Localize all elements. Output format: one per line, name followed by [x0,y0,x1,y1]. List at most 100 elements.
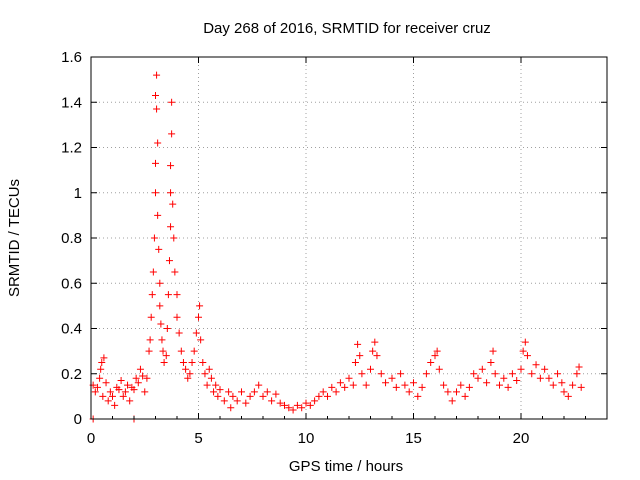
data-point [157,320,165,328]
data-point [319,388,327,396]
data-point [259,392,267,400]
data-point [168,130,176,138]
data-point [220,397,228,405]
data-point [130,386,138,394]
data-point [528,370,536,378]
data-point [427,358,435,366]
data-point [517,365,525,373]
data-point [541,365,549,373]
ticks [90,56,607,420]
data-point [173,291,181,299]
data-point [173,313,181,321]
data-point [377,370,385,378]
tick-labels: 0 0.2 0.4 0.6 0.8 1 1.2 1.4 1.6 0 5 10 15 20 [61,49,529,447]
data-point [141,388,149,396]
data-point [132,374,140,382]
data-point [100,354,108,362]
data-point [146,336,154,344]
data-point [167,189,175,197]
y-tick-label: 1.4 [61,94,82,111]
data-point [336,379,344,387]
data-point [289,406,297,414]
data-point [315,392,323,400]
data-point [199,358,207,366]
data-point [134,379,142,387]
data-point [575,363,583,371]
x-tick-label: 10 [298,430,315,447]
data-point [392,383,400,391]
y-tick-label: 1.6 [61,49,82,66]
data-point [356,352,364,360]
data-point [167,223,175,231]
data-point [186,370,194,378]
x-tick-label: 20 [513,430,530,447]
data-point [521,338,529,346]
data-point [242,399,250,407]
data-point [487,358,495,366]
data-point [149,268,157,276]
data-point [474,374,482,382]
data-point [410,379,417,387]
data-point [109,392,116,400]
data-point [117,377,125,385]
data-point [418,383,426,391]
data-point [293,401,301,409]
data-point [136,365,144,373]
data-point [491,370,499,378]
data-point [306,401,314,409]
data-point [153,71,161,79]
data-point [263,388,271,396]
data-point [560,388,568,396]
data-point [465,383,473,391]
data-point [440,381,448,389]
data-point [175,329,183,337]
data-point [99,392,107,400]
data-point [573,370,581,378]
data-point [126,397,134,405]
data-point [225,388,233,396]
data-point [496,381,503,389]
data-point [111,401,119,409]
y-tick-label: 0 [74,411,82,428]
data-point [569,381,577,389]
data-point [388,374,396,382]
data-point [324,392,331,400]
data-point [564,392,572,400]
data-point [246,392,254,400]
data-point [373,352,381,360]
data-point [179,358,187,366]
y-tick-label: 0.8 [61,230,82,247]
data-point [401,381,409,389]
x-tick-label: 15 [405,430,422,447]
data-point [369,347,377,355]
data-point [536,374,544,382]
data-point [405,388,413,396]
data-point [177,347,185,355]
data-point [341,383,349,391]
data-point [461,392,469,400]
data-point [358,370,366,378]
data-point [143,374,151,382]
data-point [354,340,362,348]
data-point [351,358,359,366]
chart-title: Day 268 of 2016, SRMTID for receiver cru… [203,20,491,37]
data-point [508,370,516,378]
data-point [119,392,127,400]
data-point [154,211,162,219]
y-tick-label: 1.2 [61,140,82,157]
data-point [147,313,155,321]
data-point [203,381,211,389]
data-point [281,401,288,409]
data-point [489,347,497,355]
data-point [196,302,204,310]
data-point [216,386,224,394]
data-point [349,381,357,389]
x-axis-label: GPS time / hours [289,458,403,475]
data-point [433,347,441,355]
data-point [106,388,114,396]
data-point [168,98,176,106]
grid [91,57,607,419]
x-tick-label: 5 [194,430,202,447]
data-point [124,381,132,389]
